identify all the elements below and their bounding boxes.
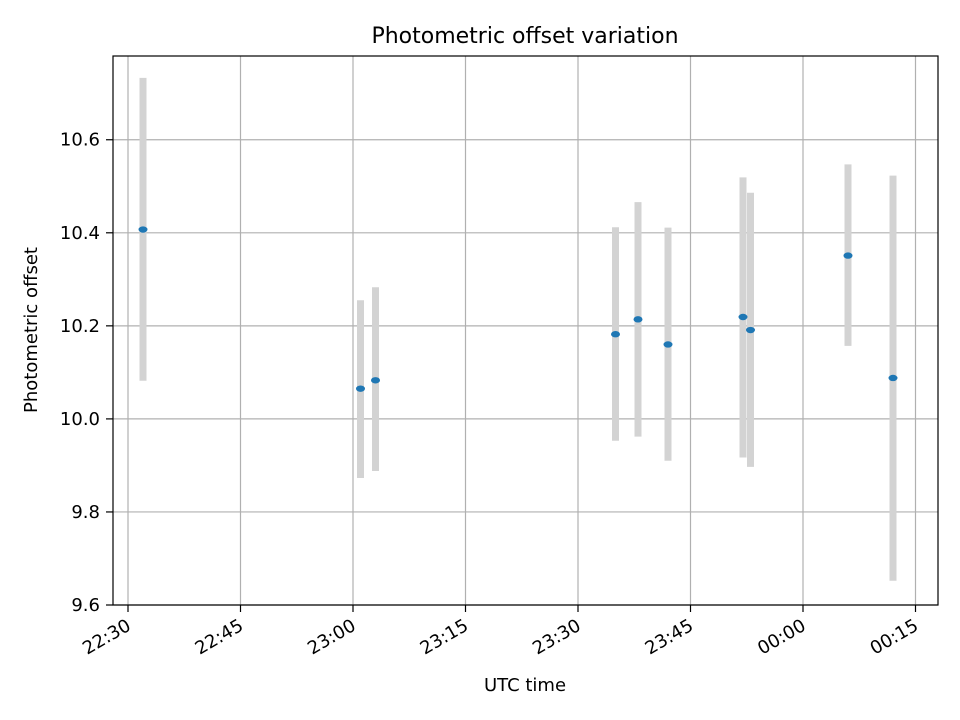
- data-point: [746, 326, 755, 334]
- data-point: [663, 341, 673, 348]
- y-tick-label: 9.8: [71, 502, 100, 523]
- data-point: [633, 316, 643, 323]
- data-point: [138, 226, 148, 233]
- x-axis-label: UTC time: [484, 675, 566, 696]
- y-tick-label: 10.4: [60, 223, 100, 244]
- data-point: [888, 374, 898, 382]
- data-point: [738, 313, 748, 321]
- data-point: [371, 377, 380, 384]
- chart-title: Photometric offset variation: [371, 24, 678, 49]
- y-tick-label: 9.6: [71, 595, 100, 616]
- y-tick-label: 10.0: [60, 409, 100, 430]
- y-axis-label: Photometric offset: [21, 247, 42, 413]
- y-axis: 9.6 9.8 10.0 10.2 10.4 10.6: [60, 130, 113, 616]
- data-point: [843, 252, 853, 259]
- data-point: [356, 385, 365, 392]
- y-tick-label: 10.6: [60, 130, 100, 151]
- data-point: [611, 331, 620, 338]
- data-points: [138, 226, 898, 392]
- y-tick-label: 10.2: [60, 316, 100, 337]
- plot-frame: [112, 55, 939, 606]
